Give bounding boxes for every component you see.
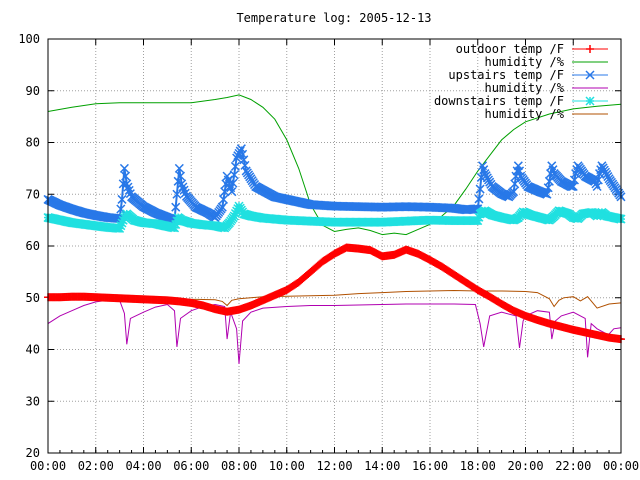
data-point: [566, 181, 576, 192]
legend-swatch-marker: [585, 96, 595, 106]
data-point: [218, 194, 229, 204]
x-tick-label: 08:00: [221, 459, 257, 473]
legend-label: downstairs temp /F: [434, 94, 564, 108]
data-point: [510, 179, 520, 189]
data-point: [172, 189, 182, 199]
x-tick-label: 00:00: [30, 459, 66, 473]
y-tick-label: 50: [26, 291, 40, 305]
data-point: [119, 163, 129, 173]
plot-frame: [47, 38, 622, 454]
chart-title: Temperature log: 2005-12-13: [236, 11, 431, 25]
series-line: [47, 299, 622, 365]
data-point: [475, 184, 485, 194]
data-point: [474, 194, 484, 204]
y-tick-label: 80: [26, 136, 40, 150]
legend-swatch-marker: [586, 45, 594, 53]
legend-label: humidity /%: [485, 55, 565, 69]
data-point: [174, 163, 184, 173]
data-point: [117, 194, 127, 204]
y-tick-label: 20: [26, 446, 40, 460]
y-tick-label: 60: [26, 239, 40, 253]
data-point: [232, 153, 242, 163]
series-line: [47, 94, 622, 236]
data-point: [217, 202, 227, 212]
x-tick-label: 12:00: [316, 459, 352, 473]
legend-label: humidity /%: [485, 107, 565, 121]
x-tick-label: 04:00: [125, 459, 161, 473]
data-point: [175, 171, 186, 181]
y-tick-label: 30: [26, 394, 40, 408]
series-0: [44, 243, 625, 344]
data-point: [230, 161, 240, 171]
x-tick-label: 06:00: [173, 459, 209, 473]
x-tick-label: 22:00: [555, 459, 591, 473]
data-point: [229, 170, 239, 180]
data-point: [469, 204, 479, 214]
data-point: [509, 187, 519, 197]
y-tick-label: 40: [26, 343, 40, 357]
x-tick-label: 10:00: [269, 459, 305, 473]
legend-label: humidity /%: [485, 81, 565, 95]
data-point: [567, 181, 577, 192]
data-point: [171, 202, 181, 212]
series-1: [47, 94, 622, 236]
data-point: [227, 187, 237, 197]
series-3: [47, 299, 622, 365]
legend-label: upstairs temp /F: [448, 68, 564, 82]
series-layer: [43, 94, 626, 365]
y-tick-label: 70: [26, 187, 40, 201]
x-tick-label: 14:00: [364, 459, 400, 473]
data-point: [111, 213, 121, 223]
data-point: [220, 187, 230, 197]
data-point: [121, 171, 131, 181]
x-tick-label: 18:00: [460, 459, 496, 473]
x-tick-label: 20:00: [507, 459, 543, 473]
series-4: [43, 201, 626, 233]
y-tick-label: 90: [26, 84, 40, 98]
data-point: [228, 178, 238, 188]
y-tick-label: 100: [18, 32, 40, 46]
grid-lines: [48, 39, 621, 453]
x-tick-label: 00:00: [603, 459, 639, 473]
x-tick-label: 02:00: [78, 459, 114, 473]
legend-label: outdoor temp /F: [456, 42, 564, 56]
legend-swatch-marker: [585, 70, 595, 80]
x-tick-label: 16:00: [412, 459, 448, 473]
